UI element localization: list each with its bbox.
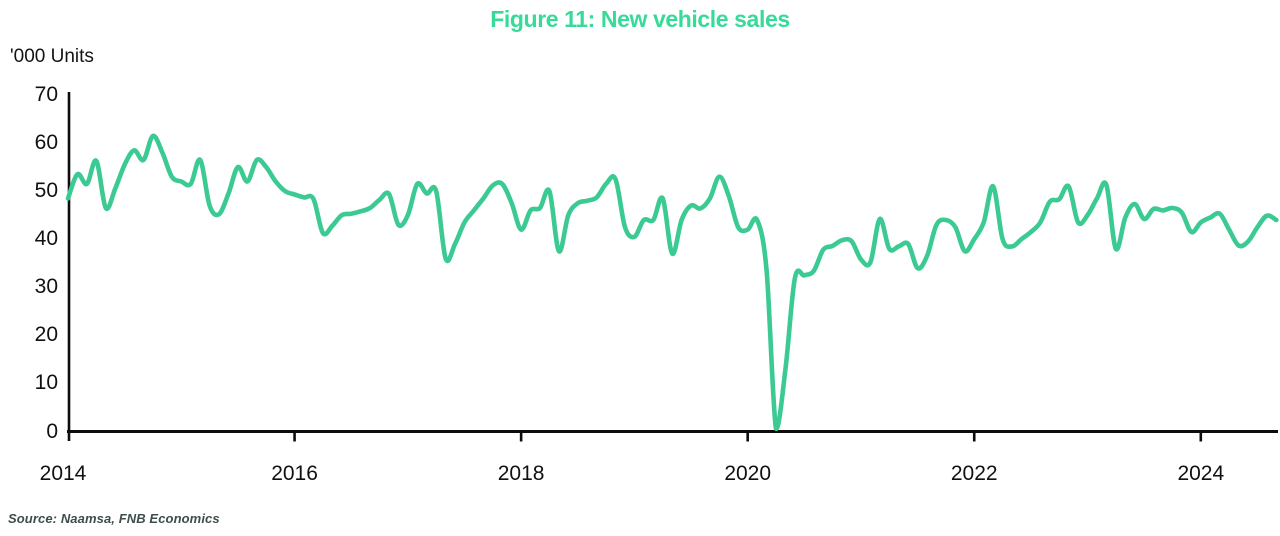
y-axis-tick-label: 0	[46, 419, 58, 443]
y-axis-unit-label: '000 Units	[10, 46, 94, 67]
x-axis-tick-label: 2018	[497, 462, 545, 485]
y-axis-tick-label: 10	[34, 371, 58, 395]
x-axis-tick-label: 2020	[724, 462, 772, 485]
y-axis-tick-label: 50	[34, 179, 58, 203]
y-axis-tick-label: 20	[34, 323, 58, 347]
y-axis-tick-label: 60	[34, 131, 58, 155]
x-axis-tick-label: 2024	[1177, 462, 1225, 485]
new-vehicle-sales-line	[65, 133, 1279, 431]
y-axis-tick-label: 40	[34, 227, 58, 251]
x-axis-tick-label: 2016	[271, 462, 318, 485]
x-axis-tick-label: 2022	[950, 462, 998, 485]
source-note: Source: Naamsa, FNB Economics	[8, 511, 220, 526]
y-axis-tick-label: 30	[34, 275, 58, 299]
x-axis-tick-label: 2014	[39, 462, 87, 485]
y-axis-tick-label: 70	[34, 83, 58, 106]
chart-title: Figure 11: New vehicle sales	[490, 6, 790, 32]
